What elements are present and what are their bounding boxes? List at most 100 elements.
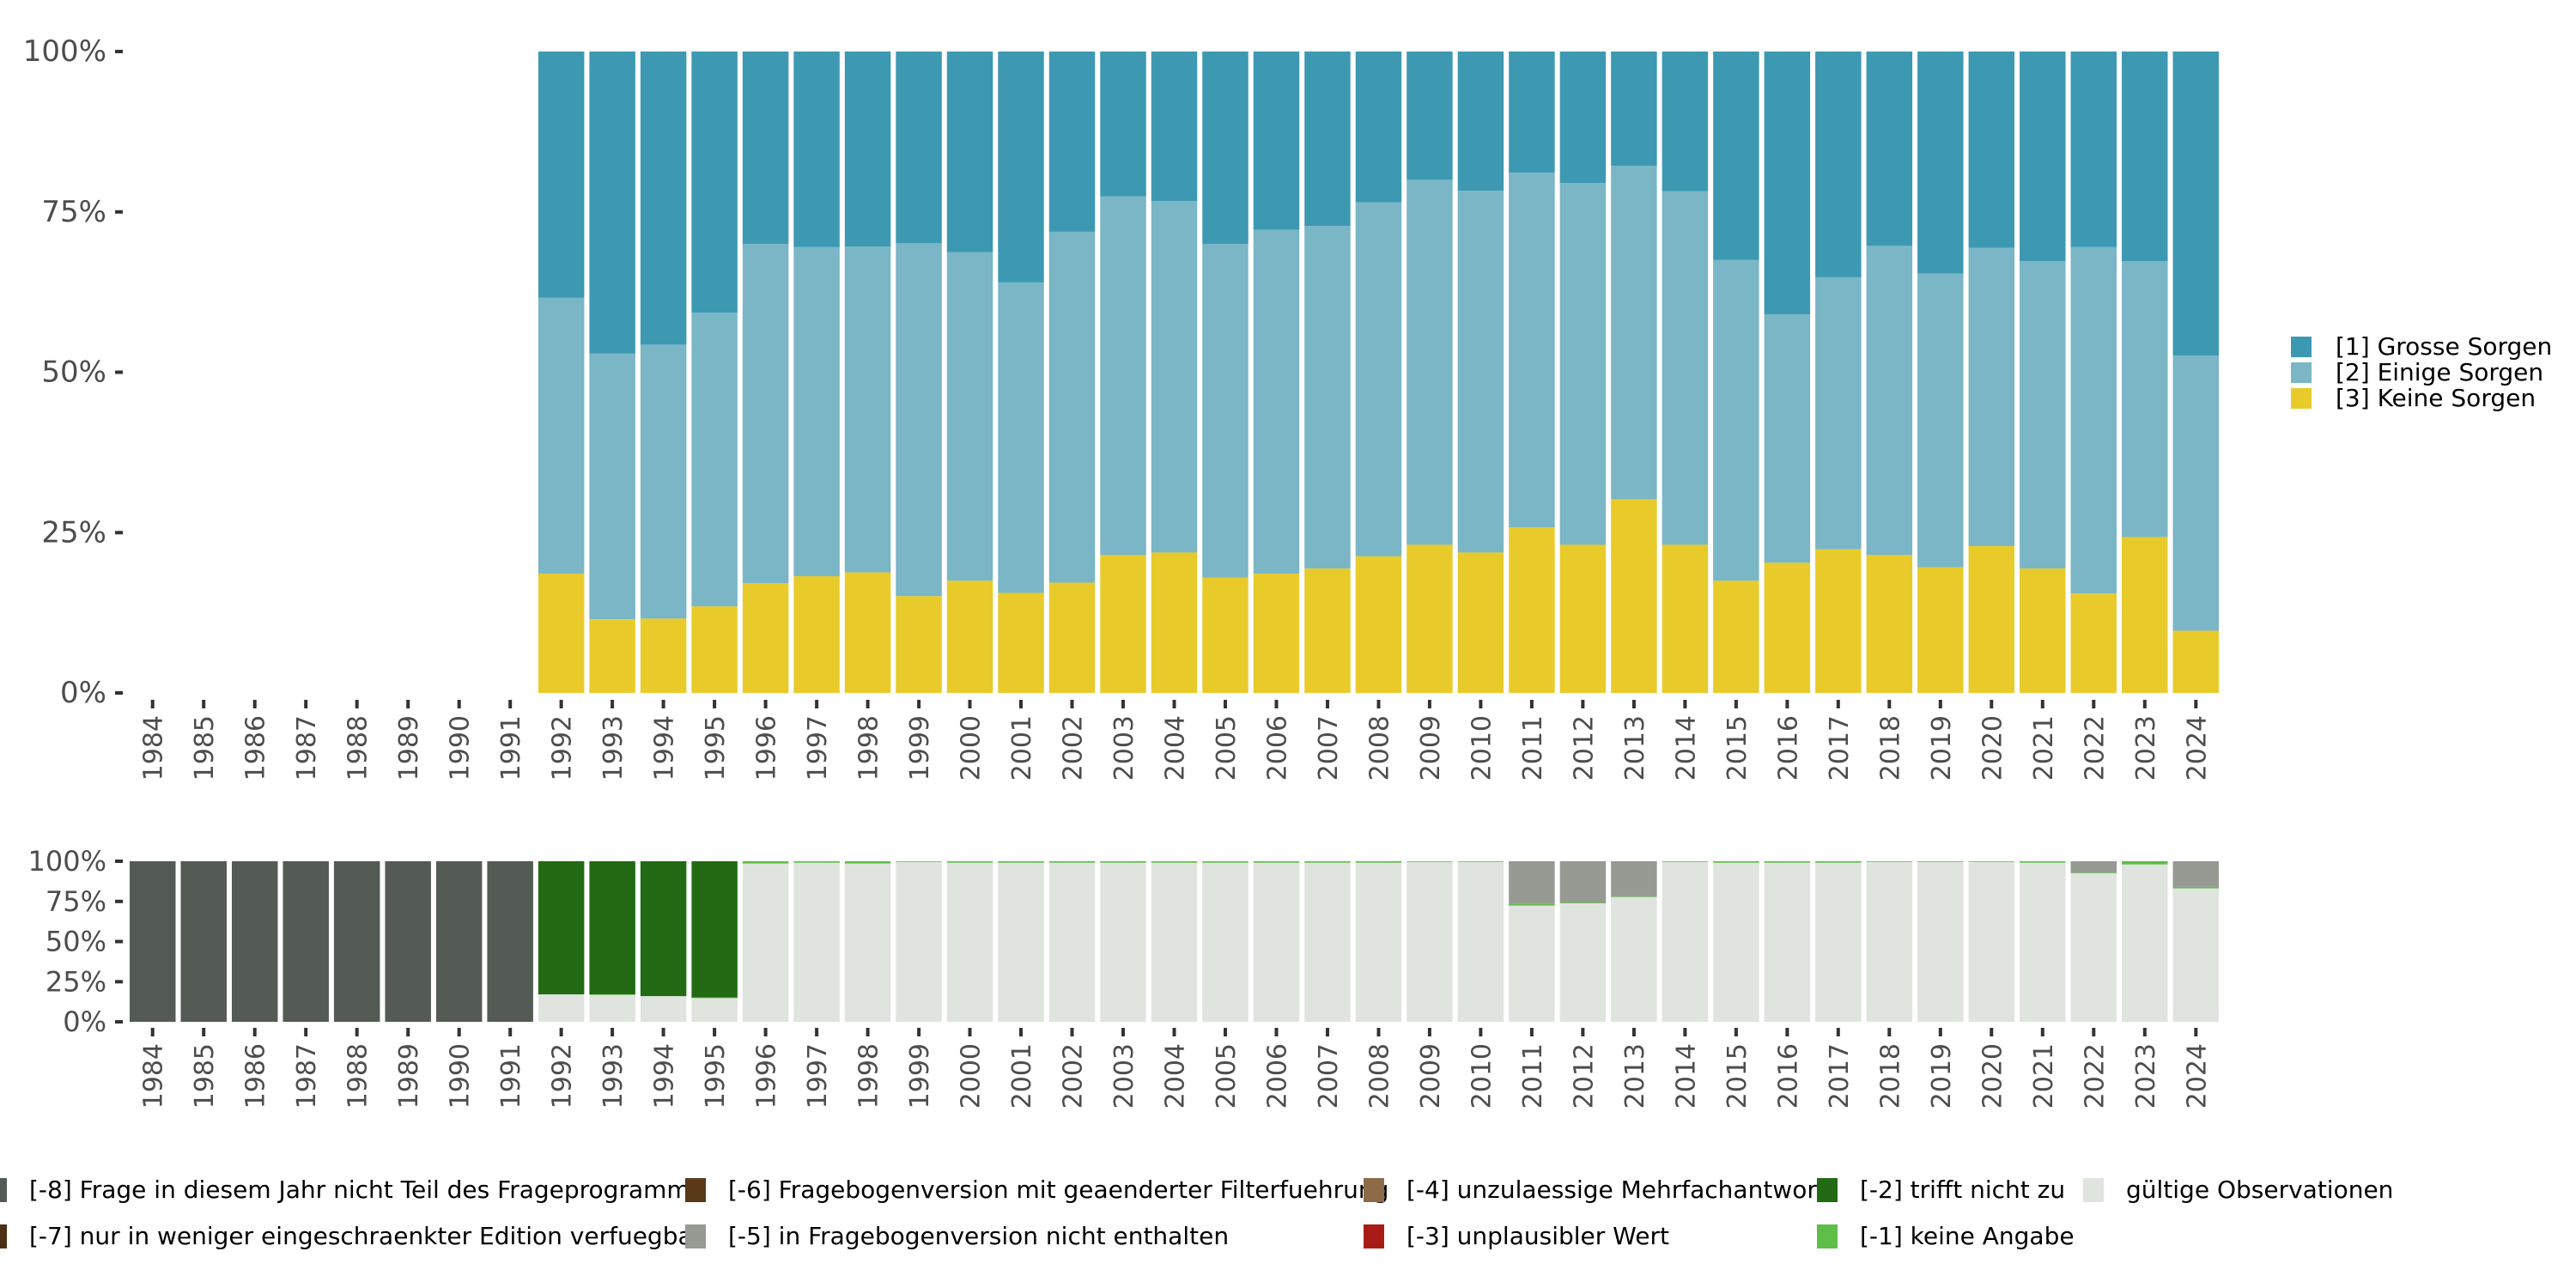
- main-bar-2017-s2: [1815, 52, 1862, 277]
- missing-bar-1988-s8: [333, 861, 380, 1022]
- main-xtick-label: 2023: [2131, 715, 2161, 781]
- main-bar-1996-s0: [742, 583, 789, 693]
- main-xtick-mark: [1683, 700, 1687, 708]
- missing-bar-1994-s0: [640, 996, 687, 1022]
- main-bar-2012-s0: [1559, 544, 1607, 693]
- missing-xtick-mark: [1887, 1028, 1892, 1036]
- missing-legend-label: [-4] unzulaessige Mehrfachantwort: [1406, 1176, 1826, 1204]
- main-xtick-label: 1999: [905, 715, 935, 781]
- missing-bar-2013-s0: [1611, 896, 1657, 1022]
- missing-xtick-mark: [815, 1028, 819, 1036]
- main-ytick-mark: [115, 50, 123, 53]
- missing-bar-2013-s1: [1611, 896, 1657, 897]
- main-xtick-mark: [1887, 700, 1892, 708]
- main-bar-1996-s1: [742, 244, 789, 584]
- main-bar-2024-s0: [2172, 630, 2219, 693]
- main-xtick-mark: [252, 700, 257, 708]
- main-xtick-mark: [406, 700, 410, 708]
- main-xtick-label: 1987: [292, 715, 322, 781]
- missing-xtick-mark: [1581, 1028, 1585, 1036]
- main-ytick-mark: [115, 210, 123, 214]
- main-bar-2015-s2: [1713, 52, 1759, 260]
- main-bar-1999-s2: [896, 52, 942, 244]
- main-bar-2004-s2: [1151, 52, 1198, 202]
- main-bar-2015-s1: [1713, 259, 1759, 581]
- main-xtick-label: 1986: [241, 715, 271, 781]
- legend-key-0: [2291, 337, 2312, 357]
- main-bar-2010-s0: [1457, 552, 1504, 693]
- missing-xtick-label: 2019: [1927, 1043, 1957, 1109]
- main-bar-2012-s2: [1559, 52, 1607, 184]
- missing-xtick-label: 1988: [343, 1043, 374, 1109]
- missing-xtick-label: 2021: [2029, 1043, 2059, 1109]
- main-bar-2006-s2: [1253, 52, 1300, 230]
- main-bar-1993-s2: [589, 52, 635, 354]
- missing-xtick-label: 2010: [1467, 1043, 1497, 1109]
- main-xtick-label: 2022: [2080, 715, 2110, 781]
- missing-xtick-label: 1992: [548, 1043, 578, 1109]
- main-bar-1994-s2: [640, 52, 687, 345]
- missing-bar-1998-s1: [844, 861, 891, 864]
- missing-bar-2015-s0: [1713, 862, 1759, 1022]
- main-bar-2002-s2: [1048, 52, 1096, 232]
- main-bar-2006-s1: [1253, 229, 1300, 574]
- main-xtick-label: 1995: [701, 715, 731, 781]
- main-ytick-label: 25%: [41, 515, 106, 550]
- missing-xtick-mark: [1326, 1028, 1329, 1036]
- missing-bar-2024-s5: [2172, 861, 2219, 887]
- missing-legend-key-0: [0, 1178, 7, 1202]
- main-xtick-mark: [1581, 700, 1585, 708]
- missing-bar-1987-s8: [283, 861, 329, 1022]
- missing-bar-1993-s1: [589, 994, 635, 995]
- main-bar-2013-s0: [1611, 499, 1657, 693]
- missing-legend-label: [-7] nur in weniger eingeschraenkter Edi…: [29, 1222, 703, 1250]
- main-bar-1993-s1: [589, 353, 635, 620]
- main-xtick-label: 2008: [1365, 715, 1395, 781]
- main-bar-2024-s2: [2172, 52, 2219, 356]
- missing-ytick-label: 100%: [28, 845, 106, 878]
- main-bar-2010-s2: [1457, 52, 1504, 191]
- main-bar-2014-s1: [1662, 191, 1709, 545]
- missing-xtick-label: 1999: [905, 1043, 935, 1109]
- missing-xtick-mark: [1734, 1028, 1738, 1036]
- missing-bar-2022-s1: [2070, 872, 2117, 874]
- missing-bar-2011-s5: [1509, 861, 1555, 904]
- main-xtick-mark: [304, 700, 308, 708]
- main-xtick-label: 2004: [1161, 715, 1191, 781]
- main-xtick-label: 2021: [2029, 715, 2059, 781]
- main-bar-2013-s2: [1611, 52, 1657, 166]
- main-xtick-label: 1990: [446, 715, 476, 781]
- missing-bar-2004-s1: [1151, 861, 1198, 863]
- main-bar-2017-s0: [1815, 549, 1862, 693]
- main-ytick-label: 100%: [23, 34, 106, 69]
- main-xtick-mark: [1070, 700, 1074, 708]
- main-bar-2005-s1: [1202, 244, 1249, 578]
- missing-bar-2009-s0: [1406, 861, 1453, 1022]
- main-bar-2000-s0: [946, 580, 993, 693]
- main-xtick-mark: [559, 700, 563, 708]
- missing-bar-1995-s2: [691, 861, 738, 998]
- missing-xtick-mark: [559, 1028, 563, 1036]
- main-xtick-mark: [1479, 700, 1483, 708]
- missing-bar-2020-s0: [1968, 861, 2015, 1022]
- missing-xtick-label: 2011: [1518, 1043, 1548, 1109]
- main-bar-2007-s0: [1304, 568, 1351, 693]
- main-xtick-label: 2015: [1722, 715, 1753, 781]
- main-ytick-mark: [115, 370, 123, 374]
- missing-xtick-mark: [202, 1028, 206, 1036]
- main-bar-2003-s2: [1100, 52, 1146, 197]
- missing-xtick-label: 2012: [1569, 1043, 1599, 1109]
- missing-xtick-mark: [2142, 1028, 2147, 1036]
- missing-bar-2012-s0: [1559, 902, 1607, 1022]
- missing-xtick-label: 1991: [496, 1043, 526, 1109]
- missing-bar-2003-s1: [1100, 861, 1146, 863]
- main-xtick-label: 1988: [343, 715, 374, 781]
- missing-bar-2024-s0: [2172, 888, 2219, 1022]
- main-ytick-label: 0%: [60, 676, 106, 710]
- main-xtick-mark: [661, 700, 665, 708]
- missing-legend-label: [-2] trifft nicht zu: [1860, 1176, 2065, 1204]
- main-xtick-label: 2016: [1773, 715, 1803, 781]
- missing-xtick-label: 1994: [650, 1043, 680, 1109]
- main-bar-2021-s2: [2020, 52, 2066, 262]
- missing-bar-1998-s0: [844, 863, 891, 1022]
